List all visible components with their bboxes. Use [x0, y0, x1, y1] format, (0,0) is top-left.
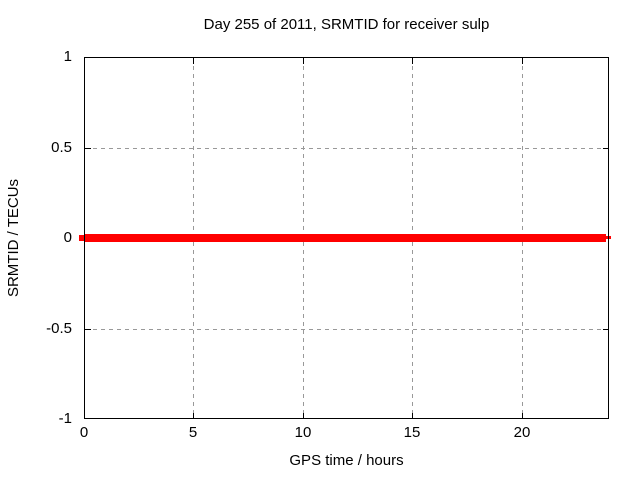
x-tick-label-20: 20	[513, 424, 531, 441]
plot-border	[84, 57, 609, 419]
y-tick-label-1: 1	[63, 48, 72, 65]
x-tick-top-10	[303, 58, 304, 64]
y-tick-right-0p5	[603, 148, 609, 149]
y-tick-left-m0p5	[85, 329, 91, 330]
x-tick-bottom-10	[303, 413, 304, 419]
x-tick-label-10: 10	[294, 424, 312, 441]
y-tick-label-0: 0	[63, 229, 72, 246]
x-tick-label-5: 5	[188, 424, 198, 441]
x-tick-top-15	[412, 58, 413, 64]
x-axis-label: GPS time / hours	[289, 452, 404, 469]
y-tick-label-m1: -1	[58, 410, 72, 427]
x-tick-top-20	[522, 58, 523, 64]
chart-title: Day 255 of 2011, SRMTID for receiver sul…	[203, 16, 490, 33]
x-tick-label-15: 15	[403, 424, 421, 441]
series-srmtid-line-left-nub	[79, 235, 84, 241]
x-tick-bottom-5	[193, 413, 194, 419]
grid-line-horizontal-m0p5	[85, 329, 609, 330]
x-tick-bottom-15	[412, 413, 413, 419]
x-tick-top-5	[193, 58, 194, 64]
y-tick-label-m0p5: -0.5	[46, 320, 72, 337]
y-tick-left-0p5	[85, 148, 91, 149]
series-srmtid-line	[84, 234, 606, 242]
grid-line-horizontal-0p5	[85, 148, 609, 149]
y-tick-label-0p5: 0.5	[51, 139, 72, 156]
y-tick-right-m0p5	[603, 329, 609, 330]
x-tick-label-0: 0	[79, 424, 89, 441]
x-tick-bottom-20	[522, 413, 523, 419]
